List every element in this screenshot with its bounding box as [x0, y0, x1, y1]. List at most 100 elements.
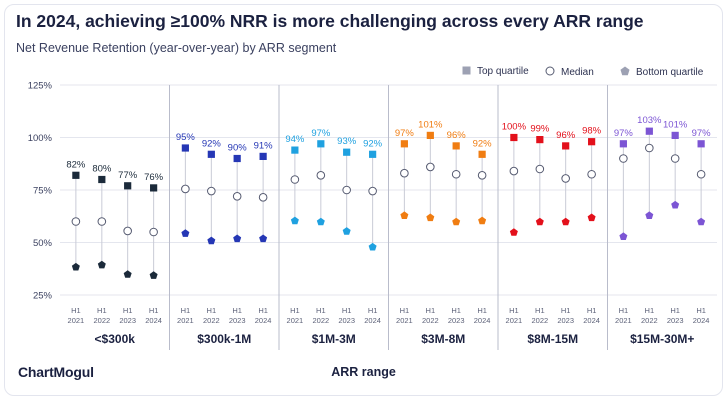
- x-tick-label: 2021: [615, 316, 632, 325]
- median-point: [619, 154, 628, 163]
- segment-label: $3M-8M: [421, 332, 465, 346]
- x-tick-label: H1: [71, 306, 81, 315]
- x-tick-label: H1: [587, 306, 597, 315]
- segment-label: $8M-15M: [527, 332, 578, 346]
- top-quartile-label: 93%: [337, 136, 357, 147]
- bottom-quartile-point: [400, 211, 409, 219]
- top-quartile-point: [343, 148, 351, 156]
- y-tick-label: 25%: [33, 291, 53, 302]
- x-tick-label: H1: [670, 306, 680, 315]
- y-tick-label: 75%: [33, 186, 53, 197]
- segment-group: 94%H1202197%H1202293%H1202392%H12024$1M-…: [285, 128, 382, 346]
- median-point: [97, 217, 107, 226]
- median-point: [71, 217, 81, 226]
- top-quartile-label: 100%: [502, 122, 527, 133]
- x-tick-label: 2022: [531, 316, 548, 325]
- segment-label: $300k-1M: [197, 332, 251, 346]
- top-quartile-label: 95%: [176, 132, 196, 143]
- x-tick-label: H1: [342, 306, 352, 315]
- x-axis-title: ARR range: [331, 365, 396, 379]
- x-tick-label: 2022: [312, 316, 329, 325]
- x-tick-label: 2022: [203, 316, 220, 325]
- median-point: [123, 226, 132, 236]
- x-tick-label: 2023: [229, 316, 246, 325]
- bottom-quartile-point: [697, 217, 706, 226]
- median-point: [509, 166, 519, 176]
- brand-logo: ChartMogul: [18, 364, 94, 380]
- median-point: [232, 192, 242, 201]
- median-point: [368, 186, 377, 196]
- top-quartile-label: 96%: [556, 130, 576, 141]
- bottom-quartile-point: [123, 270, 132, 278]
- x-tick-label: H1: [509, 306, 519, 315]
- x-tick-label: 2021: [177, 316, 194, 325]
- top-quartile-label: 91%: [254, 140, 274, 151]
- x-tick-label: H1: [451, 306, 461, 315]
- top-quartile-label: 96%: [447, 130, 467, 141]
- x-tick-label: H1: [232, 306, 242, 315]
- x-tick-label: H1: [316, 306, 326, 315]
- x-tick-label: H1: [149, 306, 159, 315]
- top-quartile-label: 101%: [418, 119, 443, 130]
- legend-label: Bottom quartile: [636, 67, 704, 78]
- bottom-quartile-point: [342, 227, 351, 235]
- top-quartile-label: 92%: [202, 138, 222, 149]
- top-quartile-point: [400, 140, 408, 148]
- top-quartile-point: [150, 184, 158, 192]
- median-point: [149, 227, 158, 237]
- top-quartile-label: 76%: [144, 172, 164, 183]
- bottom-quartile-point: [316, 217, 325, 226]
- legend-label: Median: [561, 67, 594, 78]
- top-quartile-label: 97%: [395, 128, 415, 139]
- x-tick-label: H1: [561, 306, 571, 315]
- median-point: [342, 185, 351, 195]
- x-tick-label: 2024: [364, 316, 381, 325]
- segment-group: 100%H1202199%H1202296%H1202398%H12024$8M…: [502, 122, 602, 347]
- top-quartile-point: [697, 140, 705, 148]
- top-quartile-label: 97%: [692, 128, 712, 139]
- top-quartile-label: 90%: [228, 143, 248, 154]
- top-quartile-label: 98%: [582, 126, 602, 137]
- x-tick-label: 2021: [396, 316, 413, 325]
- square-marker-icon: [462, 66, 471, 75]
- x-tick-label: 2024: [255, 316, 272, 325]
- x-tick-label: H1: [181, 306, 191, 315]
- x-tick-label: 2024: [583, 316, 600, 325]
- segment-group: 95%H1202192%H1202290%H1202391%H12024$300…: [176, 132, 273, 346]
- top-quartile-point: [207, 150, 215, 158]
- bottom-quartile-point: [233, 234, 242, 243]
- x-tick-label: 2021: [287, 316, 304, 325]
- median-point: [645, 143, 654, 153]
- median-point: [696, 169, 706, 179]
- top-quartile-point: [510, 133, 518, 142]
- x-tick-label: 2024: [474, 316, 491, 325]
- chart-card: [4, 4, 723, 396]
- legend-label: Top quartile: [477, 66, 529, 77]
- x-tick-label: 2023: [667, 316, 684, 325]
- segment-group: 97%H12021103%H12022101%H1202397%H12024$1…: [614, 115, 711, 346]
- median-point: [258, 193, 268, 202]
- median-point: [587, 169, 596, 179]
- top-quartile-point: [588, 138, 596, 146]
- bottom-quartile-point: [207, 236, 216, 245]
- x-tick-label: 2021: [506, 316, 523, 325]
- x-tick-label: H1: [535, 306, 545, 315]
- bottom-quartile-point: [426, 213, 435, 222]
- bottom-quartile-point: [509, 228, 518, 236]
- x-tick-label: 2022: [93, 316, 110, 325]
- circle-marker-icon: [545, 66, 555, 76]
- segment-label: <$300k: [95, 332, 136, 346]
- bottom-quartile-point: [671, 200, 680, 209]
- legend-top-quartile: Top quartile: [462, 66, 529, 77]
- top-quartile-point: [259, 152, 267, 160]
- top-quartile-label: 77%: [118, 170, 138, 181]
- median-point: [316, 171, 326, 180]
- x-tick-label: H1: [645, 306, 655, 315]
- segment-label: $15M-30M+: [630, 332, 694, 346]
- bottom-quartile-point: [619, 232, 628, 240]
- bottom-quartile-point: [535, 217, 544, 226]
- x-tick-label: 2021: [68, 316, 85, 325]
- bottom-quartile-point: [149, 271, 158, 279]
- bottom-quartile-point: [97, 260, 106, 269]
